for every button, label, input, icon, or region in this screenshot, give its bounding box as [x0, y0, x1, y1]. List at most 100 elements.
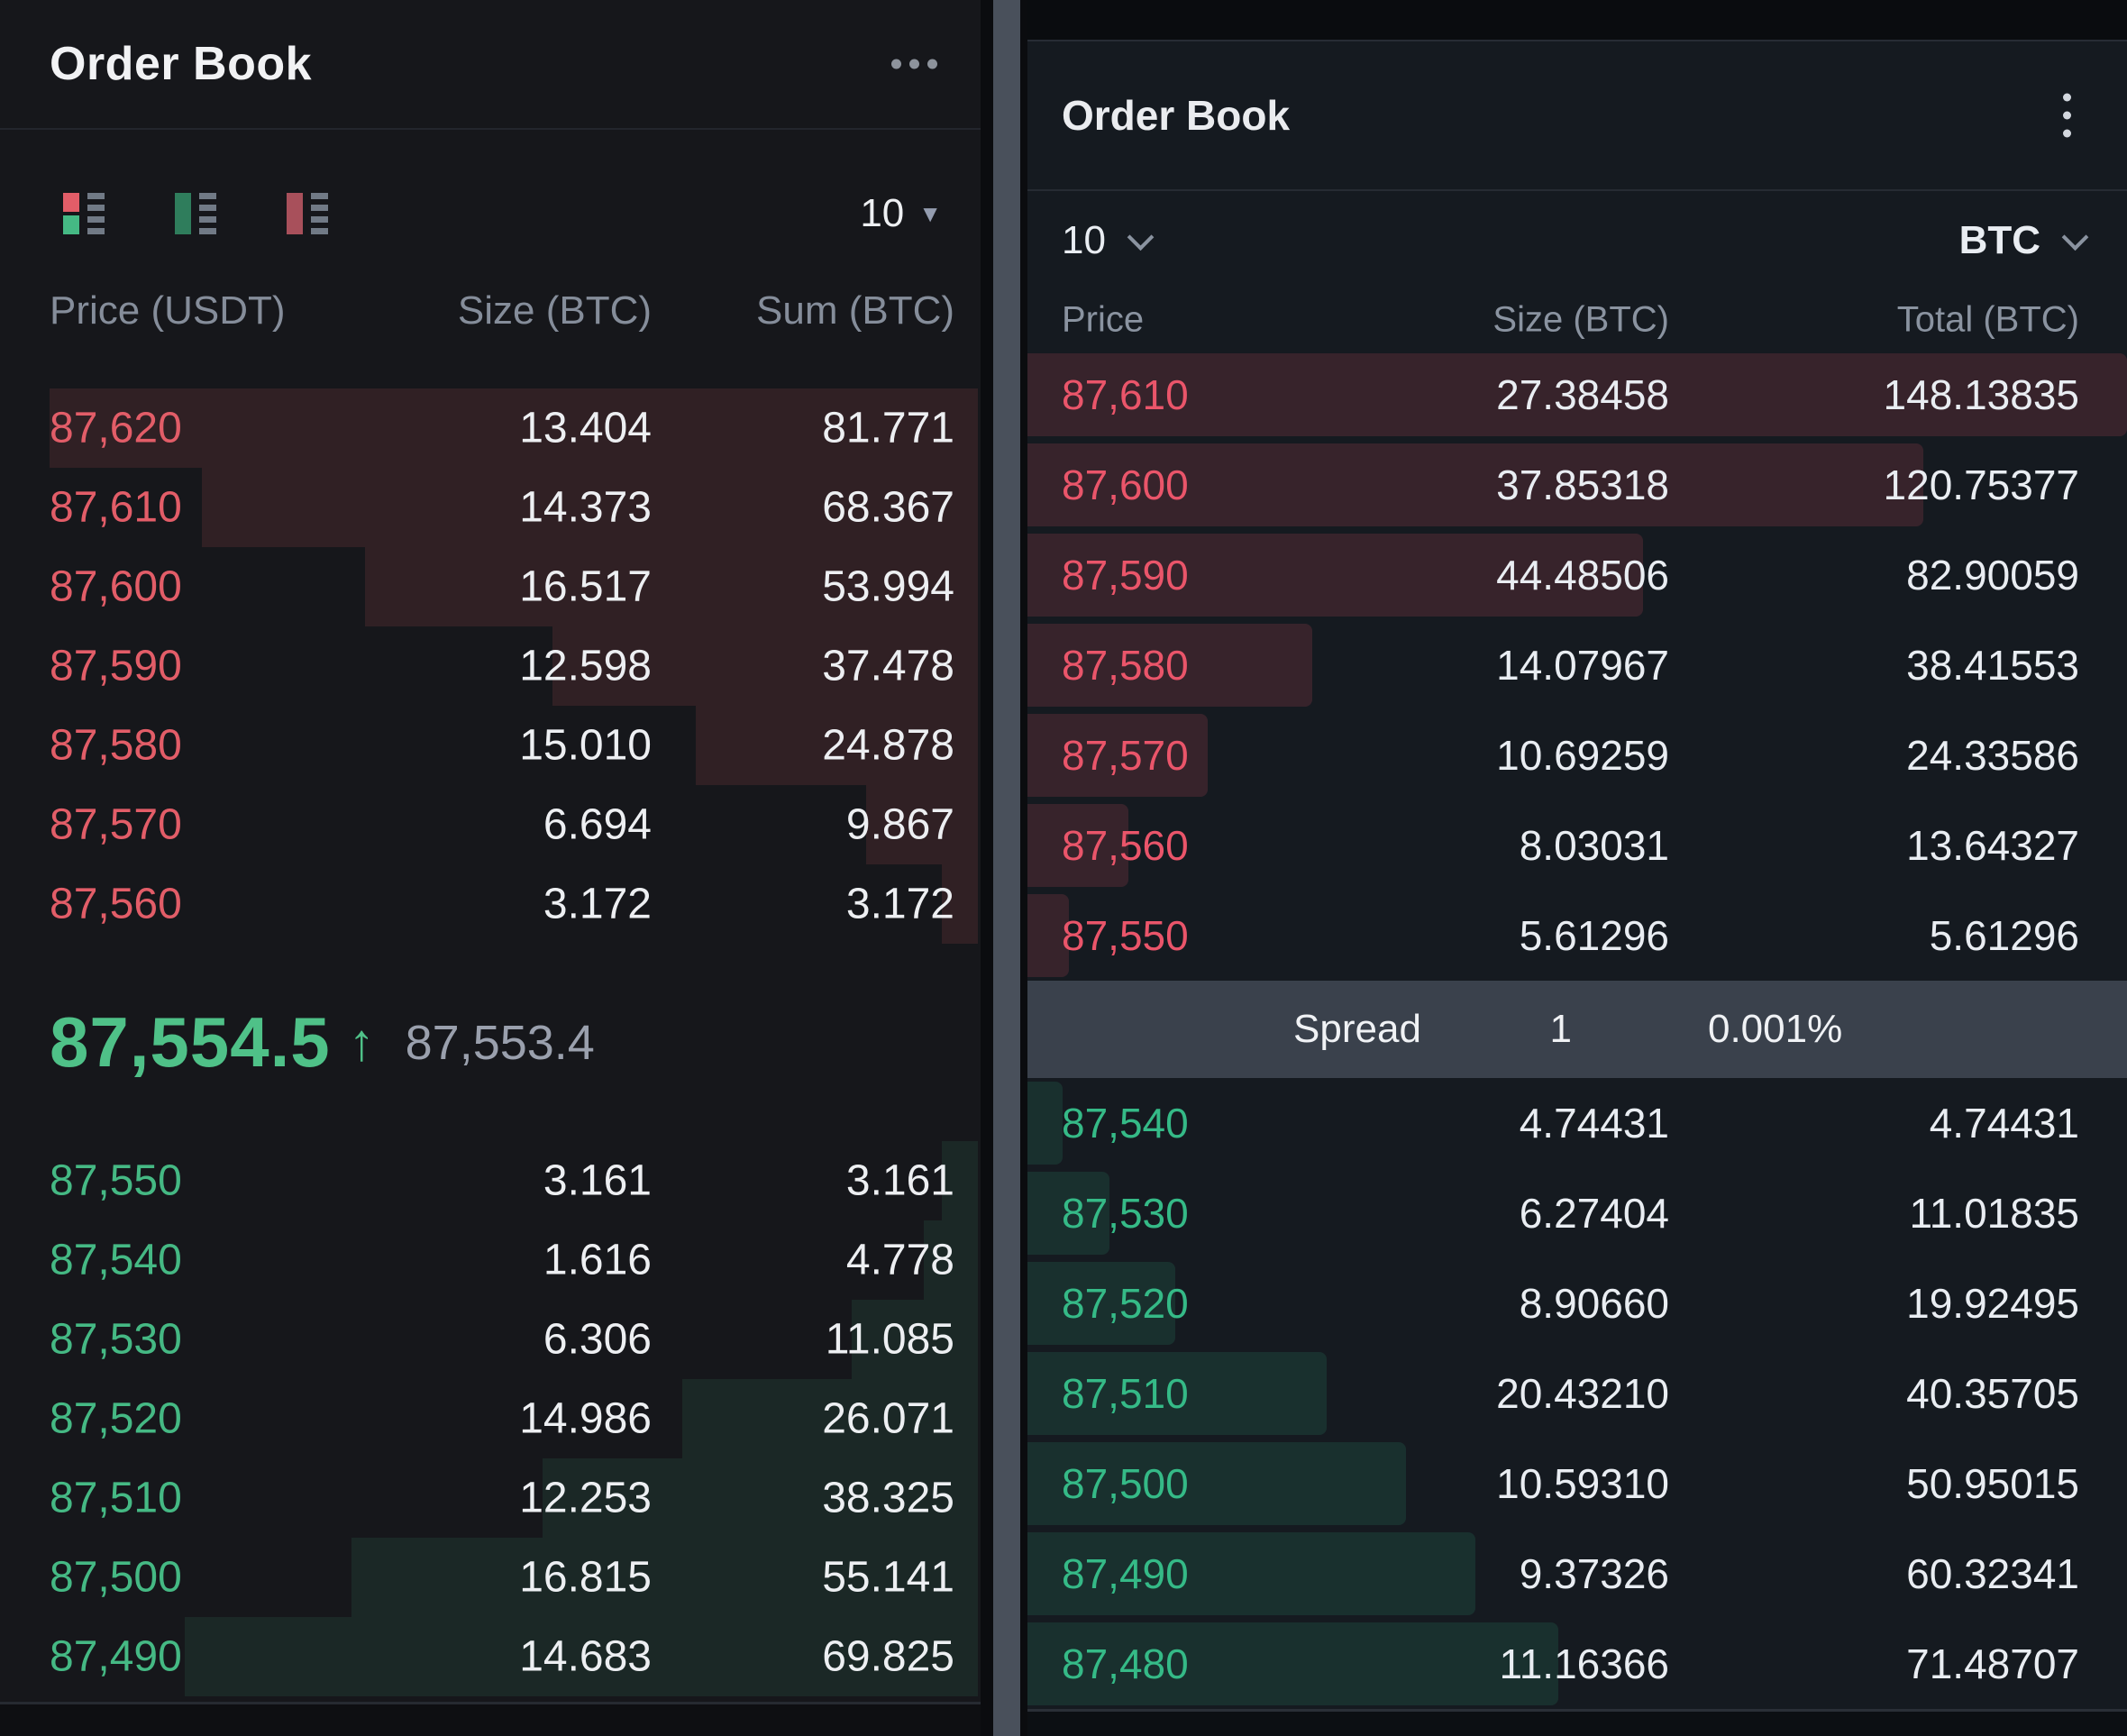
total-cell: 120.75377	[1883, 461, 2079, 508]
price-cell: 87,620	[50, 404, 182, 452]
bid-row[interactable]: 87,530 6.306 11.085	[0, 1300, 981, 1379]
more-menu-icon[interactable]	[891, 59, 937, 69]
panel-footer-gap	[1027, 1712, 2127, 1736]
ask-row[interactable]: 87,560 8.03031 13.64327	[1027, 800, 2127, 891]
last-price-block: 87,554.5 ↑ 87,553.4	[0, 944, 981, 1141]
kebab-menu-icon[interactable]	[2063, 93, 2071, 138]
ask-row[interactable]: 87,550 5.61296 5.61296	[1027, 891, 2127, 981]
caret-down-icon: ▼	[918, 199, 942, 227]
sum-cell: 53.994	[822, 562, 954, 611]
depth-bar	[1027, 1262, 1176, 1345]
depth-select[interactable]: 10	[1062, 218, 1155, 263]
spread-percent: 0.001%	[1707, 1007, 1843, 1051]
sum-cell: 69.825	[822, 1632, 954, 1681]
size-cell: 14.683	[519, 1632, 652, 1681]
left-panel-header: Order Book	[0, 0, 981, 130]
total-cell: 148.13835	[1883, 371, 2079, 418]
bid-row[interactable]: 87,510 20.43210 40.35705	[1027, 1348, 2127, 1439]
sum-column-header: Sum (BTC)	[756, 288, 954, 333]
price-cell: 87,590	[50, 642, 182, 690]
bid-row[interactable]: 87,490 14.683 69.825	[0, 1617, 981, 1696]
ask-row[interactable]: 87,580 15.010 24.878	[0, 706, 981, 785]
price-cell: 87,600	[50, 562, 182, 611]
bid-row[interactable]: 87,500 10.59310 50.95015	[1027, 1439, 2127, 1529]
depth-bar	[1027, 894, 1070, 977]
price-cell: 87,480	[1062, 1640, 1189, 1687]
bid-half	[63, 215, 79, 234]
price-cell: 87,550	[1062, 912, 1189, 959]
mark-price: 87,553.4	[405, 1015, 595, 1070]
depth-bar	[543, 1458, 978, 1538]
price-cell: 87,510	[50, 1474, 182, 1522]
sum-cell: 24.878	[822, 721, 954, 770]
ask-row[interactable]: 87,600 37.85318 120.75377	[1027, 440, 2127, 530]
ask-row[interactable]: 87,590 44.48506 82.90059	[1027, 530, 2127, 620]
split-book-view-icon[interactable]	[63, 193, 105, 234]
depth-select[interactable]: 10 ▼	[860, 191, 942, 236]
depth-bar	[923, 1220, 978, 1300]
ask-row[interactable]: 87,610 14.373 68.367	[0, 468, 981, 547]
bid-row[interactable]: 87,520 8.90660 19.92495	[1027, 1258, 2127, 1348]
size-column-header: Size (BTC)	[1493, 299, 1669, 340]
rows-glyph	[311, 193, 328, 234]
bid-column	[175, 193, 191, 234]
bid-row[interactable]: 87,510 12.253 38.325	[0, 1458, 981, 1538]
price-cell: 87,500	[50, 1553, 182, 1602]
bids-only-view-icon[interactable]	[175, 193, 216, 234]
size-cell: 3.172	[543, 880, 652, 928]
size-cell: 11.16366	[1499, 1640, 1669, 1687]
depth-bar	[201, 468, 978, 547]
depth-bar	[1027, 353, 2127, 436]
panel-splitter[interactable]	[981, 0, 1027, 1736]
bid-row[interactable]: 87,530 6.27404 11.01835	[1027, 1168, 2127, 1258]
size-cell: 16.517	[519, 562, 652, 611]
bid-row[interactable]: 87,490 9.37326 60.32341	[1027, 1529, 2127, 1619]
panel-bottom-border	[1027, 1709, 2127, 1712]
asset-unit-select[interactable]: BTC	[1958, 218, 2089, 263]
splitter-handle[interactable]	[993, 0, 1020, 1736]
ask-row[interactable]: 87,570 10.69259 24.33586	[1027, 710, 2127, 800]
depth-bar	[852, 1300, 978, 1379]
depth-bar	[185, 1617, 978, 1696]
total-cell: 60.32341	[1906, 1550, 2079, 1597]
bid-row[interactable]: 87,550 3.161 3.161	[0, 1141, 981, 1220]
ask-row[interactable]: 87,570 6.694 9.867	[0, 785, 981, 864]
size-cell: 13.404	[519, 404, 652, 452]
price-up-arrow-icon: ↑	[348, 1013, 375, 1072]
bid-row[interactable]: 87,500 16.815 55.141	[0, 1538, 981, 1617]
dot	[2063, 111, 2071, 120]
size-cell: 27.38458	[1496, 371, 1669, 418]
bids-list: 87,540 4.74431 4.74431 87,530 6.27404 11.0183…	[1027, 1078, 2127, 1709]
price-cell: 87,600	[1062, 461, 1189, 508]
sum-cell: 9.867	[845, 800, 954, 849]
panel-bottom-border	[0, 1702, 981, 1704]
ask-row[interactable]: 87,560 3.172 3.172	[0, 864, 981, 944]
ask-row[interactable]: 87,600 16.517 53.994	[0, 547, 981, 626]
price-cell: 87,570	[1062, 732, 1189, 779]
bid-row[interactable]: 87,540 4.74431 4.74431	[1027, 1078, 2127, 1168]
ask-row[interactable]: 87,590 12.598 37.478	[0, 626, 981, 706]
depth-bar	[552, 626, 978, 706]
asks-only-view-icon[interactable]	[287, 193, 328, 234]
price-cell: 87,490	[1062, 1550, 1189, 1597]
total-column-header: Total (BTC)	[1896, 299, 2079, 340]
size-cell: 14.07967	[1496, 642, 1669, 689]
dot	[909, 59, 919, 69]
total-cell: 50.95015	[1906, 1460, 2079, 1507]
sum-cell: 4.778	[845, 1236, 954, 1284]
right-panel-header: Order Book	[1027, 41, 2127, 191]
price-cell: 87,490	[50, 1632, 182, 1681]
left-panel-toolbar: 10 ▼	[0, 171, 981, 256]
bid-row[interactable]: 87,480 11.16366 71.48707	[1027, 1619, 2127, 1709]
depth-bar	[695, 706, 978, 785]
size-cell: 14.373	[519, 483, 652, 532]
bid-row[interactable]: 87,520 14.986 26.071	[0, 1379, 981, 1458]
asks-list: 87,610 27.38458 148.13835 87,600 37.85318 120…	[1027, 350, 2127, 981]
ask-row[interactable]: 87,580 14.07967 38.41553	[1027, 620, 2127, 710]
ask-row[interactable]: 87,620 13.404 81.771	[0, 388, 981, 468]
asset-value: BTC	[1958, 218, 2040, 262]
ask-half	[63, 193, 79, 212]
depth-bar	[681, 1379, 978, 1458]
ask-row[interactable]: 87,610 27.38458 148.13835	[1027, 350, 2127, 440]
bid-row[interactable]: 87,540 1.616 4.778	[0, 1220, 981, 1300]
